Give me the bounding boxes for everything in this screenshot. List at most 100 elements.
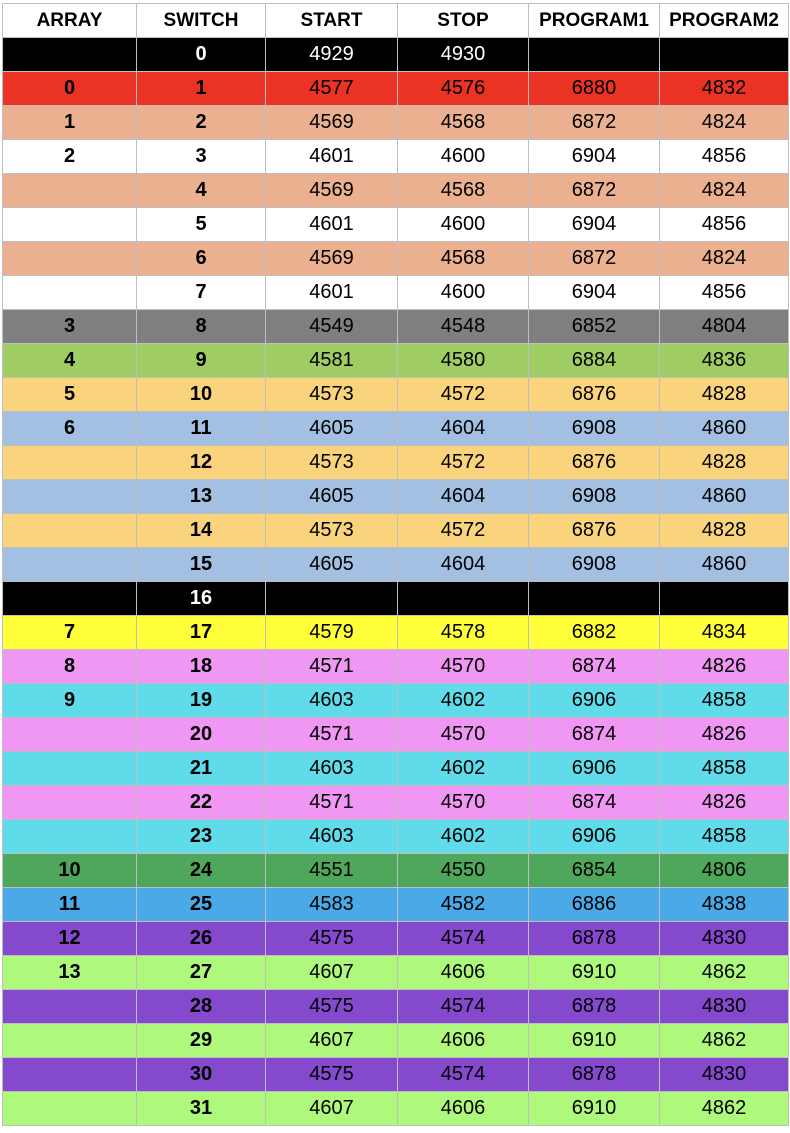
array-cell <box>2 513 137 548</box>
array-cell <box>2 819 137 854</box>
switch-cell: 19 <box>136 683 266 718</box>
start-cell: 4571 <box>265 785 398 820</box>
start-cell: 4575 <box>265 989 398 1024</box>
program1-cell: 6852 <box>528 309 660 344</box>
program2-cell: 4862 <box>659 1023 789 1058</box>
start-cell: 4583 <box>265 887 398 922</box>
program2-cell: 4860 <box>659 547 789 582</box>
switch-cell: 26 <box>136 921 266 956</box>
header-switch: SWITCH <box>136 3 266 38</box>
header-array: ARRAY <box>2 3 137 38</box>
start-cell: 4571 <box>265 649 398 684</box>
table-row: 10 24 4551 4550 6854 4806 <box>2 853 789 888</box>
stop-cell: 4604 <box>397 411 529 446</box>
start-cell: 4605 <box>265 479 398 514</box>
start-cell: 4601 <box>265 207 398 242</box>
array-cell <box>2 751 137 786</box>
array-cell <box>2 173 137 208</box>
switch-cell: 7 <box>136 275 266 310</box>
table-row: 1 2 4569 4568 6872 4824 <box>2 105 789 140</box>
program2-cell: 4824 <box>659 173 789 208</box>
table-row: 0 1 4577 4576 6880 4832 <box>2 71 789 106</box>
array-cell: 6 <box>2 411 137 446</box>
array-cell <box>2 445 137 480</box>
switch-cell: 15 <box>136 547 266 582</box>
start-cell: 4575 <box>265 921 398 956</box>
program1-cell: 6872 <box>528 241 660 276</box>
start-cell: 4569 <box>265 241 398 276</box>
start-cell: 4569 <box>265 105 398 140</box>
array-cell: 13 <box>2 955 137 990</box>
switch-cell: 25 <box>136 887 266 922</box>
stop-cell: 4568 <box>397 241 529 276</box>
program1-cell: 6904 <box>528 275 660 310</box>
table-row: 5 4601 4600 6904 4856 <box>2 207 789 242</box>
array-cell <box>2 479 137 514</box>
table-row: 13 4605 4604 6908 4860 <box>2 479 789 514</box>
start-cell: 4575 <box>265 1057 398 1092</box>
program1-cell: 6872 <box>528 105 660 140</box>
start-cell: 4581 <box>265 343 398 378</box>
table-row: 8 18 4571 4570 6874 4826 <box>2 649 789 684</box>
stop-cell: 4606 <box>397 955 529 990</box>
stop-cell: 4600 <box>397 275 529 310</box>
switch-cell: 18 <box>136 649 266 684</box>
program2-cell: 4836 <box>659 343 789 378</box>
start-cell: 4601 <box>265 139 398 174</box>
table-row: 9 19 4603 4602 6906 4858 <box>2 683 789 718</box>
start-cell: 4551 <box>265 853 398 888</box>
program2-cell: 4860 <box>659 479 789 514</box>
array-cell <box>2 785 137 820</box>
table-row: 30 4575 4574 6878 4830 <box>2 1057 789 1092</box>
array-cell <box>2 37 137 72</box>
stop-cell: 4602 <box>397 683 529 718</box>
table-body: 0 4929 4930 0 1 4577 4576 6880 4832 1 2 4569 4568 687… <box>2 37 789 1126</box>
table-row: 3 8 4549 4548 6852 4804 <box>2 309 789 344</box>
table-row: 22 4571 4570 6874 4826 <box>2 785 789 820</box>
table-row: 2 3 4601 4600 6904 4856 <box>2 139 789 174</box>
program1-cell: 6874 <box>528 785 660 820</box>
start-cell: 4603 <box>265 751 398 786</box>
start-cell: 4607 <box>265 1023 398 1058</box>
program2-cell: 4826 <box>659 717 789 752</box>
stop-cell: 4570 <box>397 717 529 752</box>
start-cell: 4573 <box>265 513 398 548</box>
switch-cell: 10 <box>136 377 266 412</box>
switch-cell: 2 <box>136 105 266 140</box>
stop-cell: 4574 <box>397 989 529 1024</box>
program2-cell <box>659 581 789 616</box>
start-cell: 4549 <box>265 309 398 344</box>
start-cell: 4571 <box>265 717 398 752</box>
switch-cell: 1 <box>136 71 266 106</box>
program1-cell: 6878 <box>528 921 660 956</box>
stop-cell: 4548 <box>397 309 529 344</box>
stop-cell: 4550 <box>397 853 529 888</box>
program1-cell: 6906 <box>528 751 660 786</box>
table-row: 29 4607 4606 6910 4862 <box>2 1023 789 1058</box>
switch-cell: 9 <box>136 343 266 378</box>
start-cell: 4607 <box>265 955 398 990</box>
switch-cell: 20 <box>136 717 266 752</box>
program1-cell: 6908 <box>528 547 660 582</box>
stop-cell: 4572 <box>397 377 529 412</box>
program2-cell: 4856 <box>659 207 789 242</box>
program1-cell: 6886 <box>528 887 660 922</box>
stop-cell: 4570 <box>397 649 529 684</box>
start-cell: 4603 <box>265 819 398 854</box>
array-cell <box>2 989 137 1024</box>
program2-cell: 4806 <box>659 853 789 888</box>
start-cell: 4569 <box>265 173 398 208</box>
array-cell <box>2 1057 137 1092</box>
table-row: 20 4571 4570 6874 4826 <box>2 717 789 752</box>
program2-cell: 4858 <box>659 819 789 854</box>
switch-cell: 4 <box>136 173 266 208</box>
program1-cell: 6884 <box>528 343 660 378</box>
table-row: 5 10 4573 4572 6876 4828 <box>2 377 789 412</box>
array-cell <box>2 207 137 242</box>
switch-cell: 13 <box>136 479 266 514</box>
stop-cell: 4570 <box>397 785 529 820</box>
switch-cell: 6 <box>136 241 266 276</box>
stop-cell: 4568 <box>397 105 529 140</box>
stop-cell: 4580 <box>397 343 529 378</box>
header-row: ARRAY SWITCH START STOP PROGRAM1 PROGRAM… <box>2 3 789 38</box>
